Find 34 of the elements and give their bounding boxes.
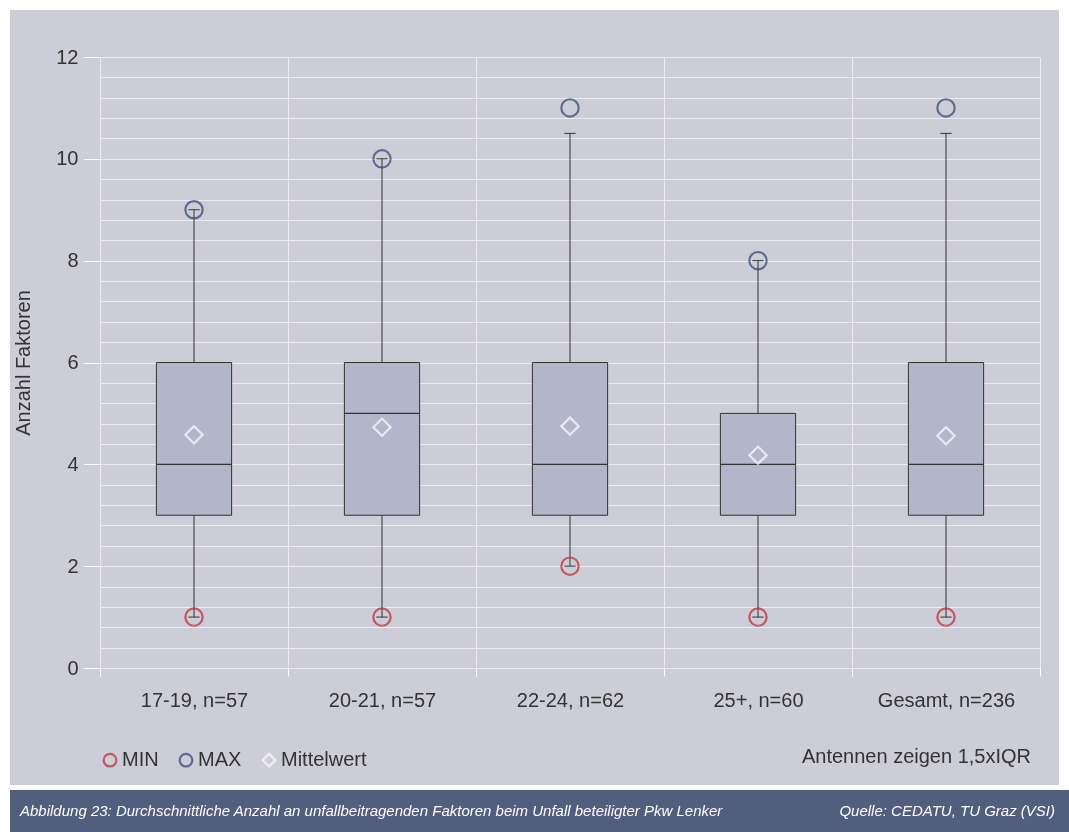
point xyxy=(184,200,204,220)
point xyxy=(372,417,392,437)
x-tick-label: 20-21, n=57 xyxy=(328,688,437,711)
x-tick-label: Gesamt, n=236 xyxy=(877,688,1016,711)
point xyxy=(936,98,956,118)
y-tick-label: 6 xyxy=(67,351,79,373)
source-note: Quelle: CEDATU, TU Graz (VSI) xyxy=(839,802,1055,819)
point xyxy=(184,425,204,445)
text: Antennen zeigen 1,5xIQR xyxy=(801,745,1031,768)
y-tick-label: 8 xyxy=(67,249,79,272)
x-tick-label: 22-24, n=62 xyxy=(516,688,625,711)
point xyxy=(748,445,768,465)
point xyxy=(748,250,768,271)
point xyxy=(936,607,956,627)
legend-label: MAX xyxy=(198,748,242,771)
y-axis-title: Anzahl Faktoren xyxy=(12,290,35,436)
x-tick-label: 25+, n=60 xyxy=(713,688,804,711)
y-tick-label: 4 xyxy=(67,452,79,475)
text: Abbildung 23: Durchschnittliche Anzahl an unfallbeitragenden Faktoren beim Unfall beteiligter Pkw Lenker xyxy=(20,802,723,819)
point xyxy=(372,149,392,169)
y-tick-label: 10 xyxy=(56,147,79,170)
point xyxy=(748,607,768,627)
point xyxy=(560,98,580,118)
point xyxy=(936,426,956,446)
point xyxy=(372,607,392,627)
point xyxy=(560,416,580,436)
x-tick-label: 17-19, n=57 xyxy=(140,688,249,711)
point xyxy=(560,556,580,576)
legend-label: Mittelwert xyxy=(281,748,368,771)
y-tick-label: 12 xyxy=(56,45,79,68)
y-tick-label: 2 xyxy=(67,554,79,577)
point xyxy=(184,607,204,627)
legend-label: MIN xyxy=(122,748,159,771)
y-tick-label: 0 xyxy=(67,656,79,679)
